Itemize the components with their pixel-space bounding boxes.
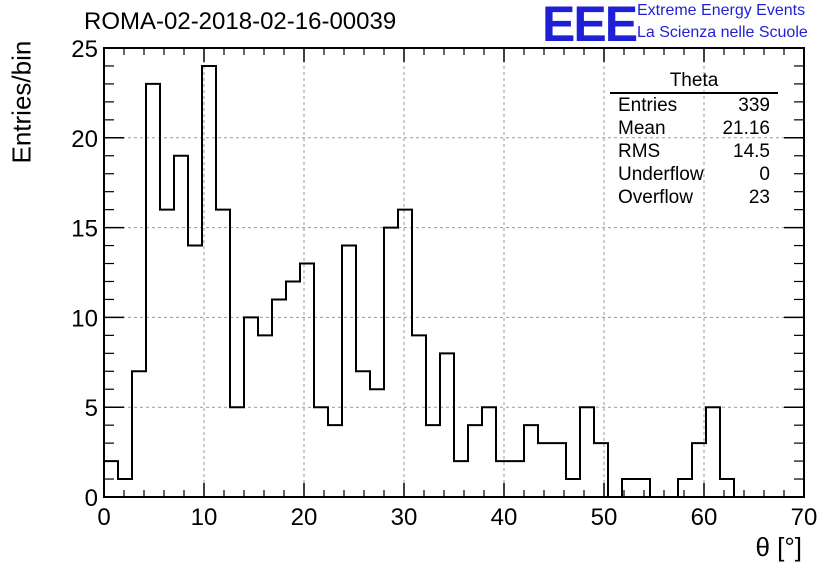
y-tick-label: 20 — [71, 126, 98, 153]
stats-label: Overflow — [618, 187, 693, 208]
run-title: ROMA-02-2018-02-16-00039 — [84, 8, 397, 35]
y-tick-label: 5 — [85, 395, 98, 422]
x-tick-label: 60 — [691, 504, 718, 531]
stats-value: 21.16 — [722, 118, 770, 139]
stats-row-entries: Entries 339 — [610, 94, 778, 117]
logo-line-2: La Scienza nelle Scuole — [637, 24, 808, 41]
y-tick-label: 0 — [85, 485, 98, 512]
axis-tick-labels: 0 10 20 30 40 50 60 70 0 5 10 15 20 25 — [71, 36, 817, 531]
x-tick-label: 20 — [291, 504, 318, 531]
plot-frame — [103, 47, 805, 498]
stats-label: Entries — [618, 95, 678, 116]
grid-lines — [104, 48, 804, 497]
x-tick-label: 30 — [391, 504, 418, 531]
y-tick-label: 15 — [71, 216, 98, 243]
stats-box: Theta Entries 339 Mean 21.16 RMS 14.5 Un… — [610, 70, 778, 209]
axis-ticks — [103, 47, 805, 498]
stats-label: Mean — [618, 118, 666, 139]
x-tick-label: 10 — [191, 504, 218, 531]
stats-row-underflow: Underflow 0 — [610, 163, 778, 186]
stats-row-rms: RMS 14.5 — [610, 140, 778, 163]
x-tick-label: 50 — [591, 504, 618, 531]
x-tick-label: 40 — [491, 504, 518, 531]
histogram-step-line — [103, 64, 735, 497]
stats-label: RMS — [618, 141, 661, 162]
logo-line-1: Extreme Energy Events — [637, 2, 806, 19]
stats-value: 14.5 — [733, 141, 770, 162]
stats-title: Theta — [610, 70, 778, 94]
stats-value: 0 — [759, 164, 770, 185]
stats-value: 23 — [748, 187, 770, 208]
stats-row-mean: Mean 21.16 — [610, 117, 778, 140]
stats-row-overflow: Overflow 23 — [610, 186, 778, 209]
stats-value: 339 — [738, 95, 770, 116]
y-axis-label: Entries/bin — [6, 40, 37, 164]
y-tick-label: 25 — [71, 36, 98, 63]
x-tick-label: 70 — [791, 504, 818, 531]
y-tick-label: 10 — [71, 305, 98, 332]
x-axis-label: θ [°] — [755, 532, 802, 562]
stats-label: Underflow — [618, 164, 704, 185]
x-tick-label: 0 — [97, 504, 110, 531]
eee-logo: EEE — [542, 0, 638, 52]
